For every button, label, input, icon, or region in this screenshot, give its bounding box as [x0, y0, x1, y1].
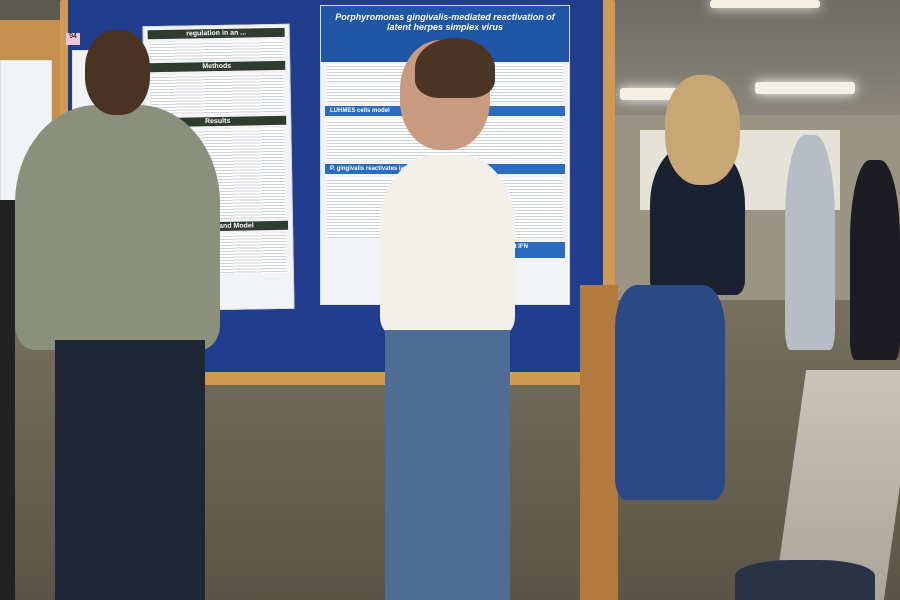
- section-heading: Methods: [148, 60, 286, 73]
- ceiling-light: [755, 82, 855, 94]
- ceiling-light: [620, 88, 680, 100]
- person-woman-hair: [415, 38, 495, 98]
- person-background: [850, 160, 900, 360]
- person-edge: [0, 200, 15, 600]
- person-man-head: [85, 30, 150, 115]
- person-man-shirt: [15, 105, 220, 350]
- poster-title: regulation in an ...: [147, 27, 285, 40]
- board-leg: [580, 285, 618, 600]
- person-woman-top: [380, 155, 515, 335]
- poster-number-tag: 94: [66, 33, 80, 45]
- ceiling-light: [710, 0, 820, 8]
- person-woman-jeans: [385, 330, 510, 600]
- bag: [735, 560, 875, 600]
- person-background: [785, 135, 835, 350]
- person-man-jeans: [55, 340, 205, 600]
- person-blonde-hair: [665, 75, 740, 185]
- ceiling: [610, 0, 900, 120]
- person-blonde-skirt: [615, 285, 725, 500]
